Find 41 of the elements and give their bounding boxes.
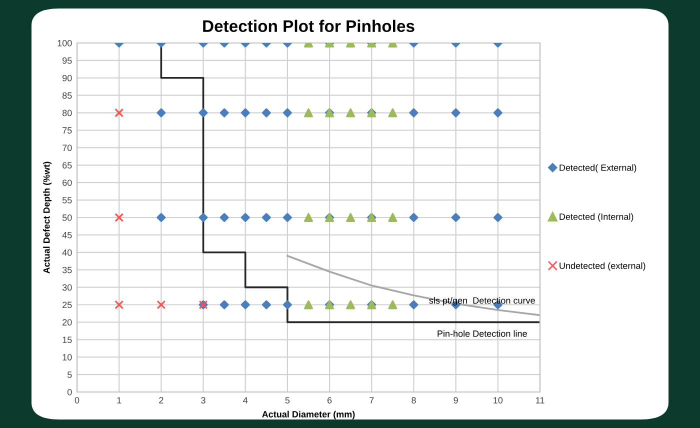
y-tick-label: 70 bbox=[62, 144, 72, 152]
y-tick-label: 75 bbox=[62, 127, 72, 134]
x-tick-label: 8 bbox=[412, 397, 416, 404]
y-tick-label: 90 bbox=[62, 74, 72, 82]
y-tick-label: 30 bbox=[62, 284, 72, 291]
y-tick-label: 15 bbox=[62, 336, 72, 344]
y-tick-label: 55 bbox=[62, 197, 72, 204]
y-axis-title: Actual Defect Depth (%wt) bbox=[43, 162, 52, 274]
x-tick-label: 1 bbox=[117, 397, 122, 404]
legend-label: Detected (Internal) bbox=[560, 213, 634, 222]
x-tick-label: 0 bbox=[74, 397, 80, 404]
chart-title: Detection Plot for Pinholes bbox=[203, 20, 414, 32]
y-tick-label: 60 bbox=[62, 180, 72, 186]
x-tick-label: 2 bbox=[159, 397, 164, 404]
x-tick-label: 11 bbox=[536, 397, 544, 404]
y-tick-label: 0 bbox=[67, 388, 72, 396]
x-tick-label: 4 bbox=[243, 397, 248, 404]
y-tick-label: 40 bbox=[62, 249, 72, 256]
legend-label: Undetected (external) bbox=[560, 262, 646, 271]
y-tick-label: 50 bbox=[62, 214, 72, 221]
legend-label: Detected( External) bbox=[560, 164, 636, 173]
y-tick-label: 35 bbox=[62, 266, 72, 274]
y-tick-label: 85 bbox=[62, 92, 72, 99]
y-tick-label: 5 bbox=[67, 372, 72, 378]
y-tick-label: 25 bbox=[62, 302, 72, 308]
y-tick-label: 80 bbox=[62, 110, 72, 116]
x-tick-label: 6 bbox=[327, 397, 332, 404]
y-tick-label: 20 bbox=[62, 319, 72, 326]
y-tick-label: 45 bbox=[62, 232, 72, 238]
x-tick-label: 7 bbox=[370, 397, 374, 404]
y-tick-label: 65 bbox=[62, 162, 72, 169]
y-tick-label: 10 bbox=[62, 354, 72, 360]
annotation: Pin-hole Detection line bbox=[438, 330, 527, 337]
y-tick-label: 100 bbox=[58, 40, 72, 46]
x-tick-label: 5 bbox=[285, 397, 290, 404]
x-axis-title: Actual Diameter (mm) bbox=[262, 410, 355, 420]
annotation: sls pt/gen Detection curve bbox=[429, 297, 535, 306]
x-tick-label: 9 bbox=[454, 397, 458, 404]
x-tick-label: 10 bbox=[494, 397, 503, 404]
x-tick-label: 3 bbox=[201, 397, 206, 404]
y-tick-label: 95 bbox=[62, 57, 72, 64]
